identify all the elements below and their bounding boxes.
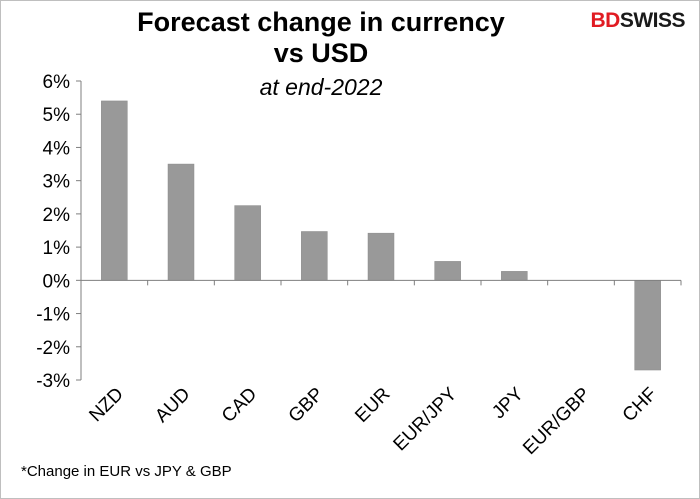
logo-part-swiss: SWISS (619, 9, 686, 32)
bar-eur (367, 232, 395, 281)
footnote: *Change in EUR vs JPY & GBP (21, 463, 232, 480)
y-tick-label: 2% (43, 205, 71, 226)
y-tick-label: 1% (43, 238, 71, 259)
x-tick-label: NZD (85, 384, 127, 426)
x-tick-label: EUR/GBP (519, 384, 594, 459)
x-tick-label: EUR/JPY (390, 383, 462, 455)
x-tick-label: GBP (285, 384, 328, 427)
y-tick-label: -3% (36, 371, 70, 392)
logo-part-bd: BD (590, 9, 620, 32)
y-tick-label: 5% (43, 105, 71, 126)
title-line-1: Forecast change in currency (137, 7, 505, 37)
chart-subtitle: at end-2022 (259, 74, 383, 100)
title-line-2: vs USD (273, 38, 369, 68)
x-tick-label: EUR (351, 384, 394, 427)
bar-jpy (501, 271, 528, 281)
x-tick-label: JPY (488, 383, 528, 423)
bar-cad (234, 205, 261, 281)
chart-title: Forecast change in currency vs USD (61, 7, 581, 69)
x-tick-label: AUD (151, 384, 194, 427)
y-tick-label: -2% (36, 338, 70, 359)
x-tick-label: CAD (218, 384, 261, 427)
y-tick-label: 4% (43, 138, 71, 159)
x-tick-label: CHF (619, 384, 661, 426)
y-tick-label: 0% (43, 271, 71, 292)
bdswiss-logo: BDSWISS (590, 9, 685, 33)
bar-eur-jpy (434, 261, 461, 281)
bar-nzd (101, 100, 128, 281)
y-tick-label: 6% (43, 72, 71, 93)
bar-gbp (301, 231, 328, 281)
y-tick-label: 3% (43, 172, 71, 193)
y-axis: 6% 5% 4% 3% 2% 1% 0% -1% -2% -3% (36, 72, 82, 392)
y-tick-label: -1% (36, 305, 70, 326)
bar-aud (167, 163, 195, 281)
bars (101, 100, 661, 371)
bar-chf (634, 280, 661, 371)
